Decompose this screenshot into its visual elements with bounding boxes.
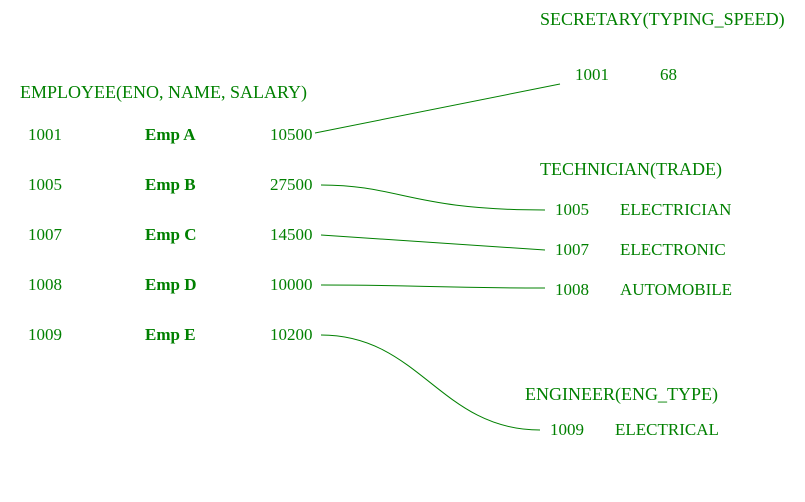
employee-table-row-name: Emp E	[145, 325, 196, 344]
employee-table-row-salary: 14500	[270, 225, 313, 244]
technician-table-row-val: ELECTRICIAN	[620, 200, 731, 219]
technician-table-row-eno: 1008	[555, 280, 589, 299]
employee-table-row-name: Emp D	[145, 275, 196, 294]
employee-table-row-name: Emp B	[145, 175, 196, 194]
employee-table-row-eno: 1008	[28, 275, 62, 294]
employee-table-row-salary: 10200	[270, 325, 313, 344]
technician-table-row-eno: 1005	[555, 200, 589, 219]
employee-table-row-name: Emp C	[145, 225, 196, 244]
secretary-table-heading: SECRETARY(TYPING_SPEED)	[540, 9, 785, 30]
connector-line	[321, 235, 545, 250]
employee-table-heading: EMPLOYEE(ENO, NAME, SALARY)	[20, 82, 307, 103]
diagram-canvas: EMPLOYEE(ENO, NAME, SALARY) 1001 Emp A 1050…	[0, 0, 805, 502]
connector-line	[321, 335, 540, 430]
connector-line	[321, 185, 545, 210]
employee-table-row-eno: 1001	[28, 125, 62, 144]
technician-table-row-val: ELECTRONIC	[620, 240, 726, 259]
technician-table-row-val: AUTOMOBILE	[620, 280, 732, 299]
employee-table-row-eno: 1005	[28, 175, 62, 194]
connector-line	[321, 285, 545, 288]
employee-table-row-eno: 1007	[28, 225, 63, 244]
employee-table-row-salary: 10000	[270, 275, 313, 294]
secretary-table-row-val: 68	[660, 65, 677, 84]
technician-table-row-eno: 1007	[555, 240, 590, 259]
employee-table-row-salary: 27500	[270, 175, 313, 194]
employee-table-row-eno: 1009	[28, 325, 62, 344]
connector-line	[315, 84, 560, 133]
engineer-table-row-eno: 1009	[550, 420, 584, 439]
technician-table-heading: TECHNICIAN(TRADE)	[540, 159, 722, 180]
engineer-table-row-val: ELECTRICAL	[615, 420, 719, 439]
employee-table-row-name: Emp A	[145, 125, 196, 144]
employee-table-row-salary: 10500	[270, 125, 313, 144]
secretary-table-row-eno: 1001	[575, 65, 609, 84]
engineer-table-heading: ENGINEER(ENG_TYPE)	[525, 384, 718, 405]
